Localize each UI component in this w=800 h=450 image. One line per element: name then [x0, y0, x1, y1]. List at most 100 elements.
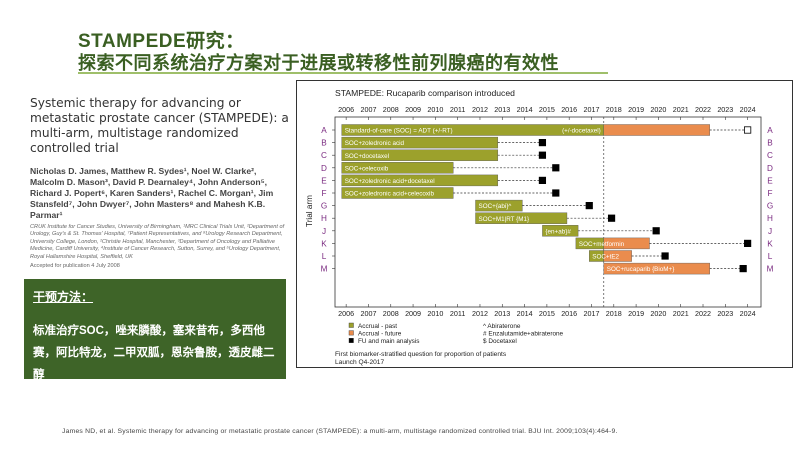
arm-id-left-G: G	[321, 202, 327, 211]
x-tick-top-2013: 2013	[494, 105, 510, 114]
x-tick-bottom-2024: 2024	[740, 309, 756, 318]
arm-analysis-marker-A	[744, 126, 752, 134]
arm-bar-future-A	[603, 124, 710, 136]
chart-footnote-1: Launch Q4-2017	[335, 359, 384, 366]
arm-id-left-C: C	[321, 151, 327, 160]
x-tick-top-2019: 2019	[628, 105, 644, 114]
arm-label-J: {en+ab}#	[545, 228, 571, 235]
arm-id-right-M: M	[767, 265, 774, 274]
arm-id-right-E: E	[767, 176, 773, 185]
arm-label-E: SOC+zoledronic acid+docetaxel	[345, 178, 435, 185]
paper-affiliations: CRUK Institute for Cancer Studies, Unive…	[30, 224, 285, 260]
arm-id-right-J: J	[768, 227, 772, 236]
arm-analysis-marker-C	[538, 151, 547, 159]
arm-analysis-marker-H	[607, 214, 616, 222]
x-tick-bottom-2008: 2008	[383, 309, 399, 318]
x-tick-top-2006: 2006	[338, 105, 354, 114]
arm-id-left-B: B	[321, 139, 327, 148]
x-tick-bottom-2016: 2016	[561, 309, 577, 318]
x-tick-top-2020: 2020	[650, 105, 666, 114]
plot-frame	[334, 116, 762, 308]
arm-id-left-F: F	[321, 189, 326, 198]
arm-id-right-C: C	[767, 151, 773, 160]
x-tick-top-2008: 2008	[383, 105, 399, 114]
arm-id-left-D: D	[321, 164, 327, 173]
paper-excerpt: Systemic therapy for advancing or metast…	[30, 96, 292, 269]
arm-label-A: Standard-of-care (SOC) = ADT (+/-RT)	[345, 128, 453, 135]
arm-id-right-F: F	[767, 189, 772, 198]
x-tick-bottom-2011: 2011	[450, 309, 465, 318]
x-tick-top-2021: 2021	[673, 105, 689, 114]
arm-label-L: SOC+tE2	[592, 254, 619, 261]
x-tick-bottom-2020: 2020	[650, 309, 666, 318]
arm-label-G: SOC+{abi}^	[479, 203, 512, 210]
x-tick-top-2015: 2015	[539, 105, 555, 114]
x-tick-bottom-2019: 2019	[628, 309, 644, 318]
paper-authors: Nicholas D. James, Matthew R. Sydes¹, No…	[30, 166, 274, 220]
arm-id-right-L: L	[768, 252, 773, 261]
methods-title: 干预方法：	[33, 290, 94, 304]
legend-label-2: FU and main analysis	[358, 338, 419, 345]
arm-label-B: SOC+zoledronic acid	[345, 140, 405, 147]
arm-id-right-K: K	[767, 239, 773, 248]
legend-label-0: Accrual - past	[358, 323, 397, 330]
x-tick-bottom-2018: 2018	[606, 309, 622, 318]
arm-bar-future-M	[603, 262, 710, 275]
legend-swatch-0	[348, 322, 354, 328]
x-tick-bottom-2013: 2013	[494, 309, 510, 318]
x-tick-top-2012: 2012	[472, 105, 488, 114]
arm-analysis-marker-M	[739, 264, 747, 273]
arm-id-left-K: K	[321, 239, 327, 248]
legend-swatch-1	[348, 330, 354, 336]
arm-id-left-L: L	[322, 252, 327, 261]
methods-box: 干预方法： 标准治疗SOC，唑来膦酸，塞来昔布，多西他赛，阿比特龙，二甲双胍，恩…	[24, 279, 286, 381]
x-tick-bottom-2006: 2006	[338, 309, 354, 318]
arm-analysis-marker-B	[538, 139, 547, 147]
legend-label-1: Accrual - future	[358, 331, 402, 338]
arm-bar-past-G	[475, 199, 523, 212]
x-tick-bottom-2009: 2009	[405, 309, 421, 318]
x-tick-bottom-2023: 2023	[717, 309, 733, 318]
arm-bar-past-D	[341, 162, 454, 174]
x-tick-top-2023: 2023	[717, 105, 733, 114]
citation: James ND, et al. Systemic therapy for ad…	[62, 428, 618, 435]
arm-label-D: SOC+celecoxib	[345, 165, 389, 172]
arm-bar-past-F	[341, 187, 454, 199]
arm-analysis-marker-D	[552, 164, 560, 172]
arm-id-left-H: H	[321, 214, 327, 223]
page-title-line2: 探索不同系统治疗方案对于进展或转移性前列腺癌的有效性	[78, 53, 559, 73]
x-tick-top-2022: 2022	[695, 105, 711, 114]
x-tick-top-2018: 2018	[606, 105, 622, 114]
paper-accepted-date: Accepted for publication 4 July 2008	[30, 263, 120, 270]
x-tick-bottom-2014: 2014	[517, 309, 533, 318]
legend-note-1: # Enzalutamide+abiraterone	[483, 331, 564, 338]
legend-note-2: $ Docetaxel	[483, 338, 517, 345]
page-title-line1: STAMPEDE研究：	[78, 31, 245, 52]
x-tick-bottom-2010: 2010	[427, 309, 443, 318]
x-tick-top-2007: 2007	[360, 105, 376, 114]
x-tick-bottom-2017: 2017	[583, 309, 599, 318]
methods-body: 标准治疗SOC，唑来膦酸，塞来昔布，多西他赛，阿比特龙，二甲双胍，恩杂鲁胺，透皮…	[33, 325, 275, 381]
x-tick-top-2011: 2011	[450, 105, 465, 114]
arm-label-H: SOC+M1|RT {M1}	[479, 216, 530, 223]
arm-id-right-D: D	[767, 164, 773, 173]
arm-id-right-B: B	[767, 139, 773, 148]
arm-note-A: (+/-docetaxel)	[562, 128, 601, 135]
y-axis-label: Trial arm	[305, 195, 314, 227]
arm-id-right-H: H	[767, 214, 773, 223]
trial-timeline-chart: STAMPEDE: Rucaparib comparison introduce…	[296, 80, 793, 368]
arm-label-C: SOC+docetaxel	[345, 153, 389, 160]
arm-analysis-marker-F	[552, 189, 560, 197]
arm-analysis-marker-G	[585, 202, 593, 210]
arm-bar-future-K	[603, 237, 650, 250]
x-tick-top-2016: 2016	[561, 105, 577, 114]
arm-label-F: SOC+zoledronic acid+celecoxib	[345, 191, 435, 198]
arm-analysis-marker-E	[538, 176, 547, 184]
legend-note-0: ^ Abiraterone	[483, 323, 521, 330]
arm-analysis-marker-L	[661, 252, 669, 260]
chart-svg: STAMPEDE: Rucaparib comparison introduce…	[305, 88, 774, 366]
arm-label-K: SOC+metformin	[579, 241, 625, 248]
arm-analysis-marker-K	[744, 239, 752, 247]
x-tick-bottom-2007: 2007	[360, 309, 376, 318]
arm-id-left-M: M	[321, 265, 328, 274]
